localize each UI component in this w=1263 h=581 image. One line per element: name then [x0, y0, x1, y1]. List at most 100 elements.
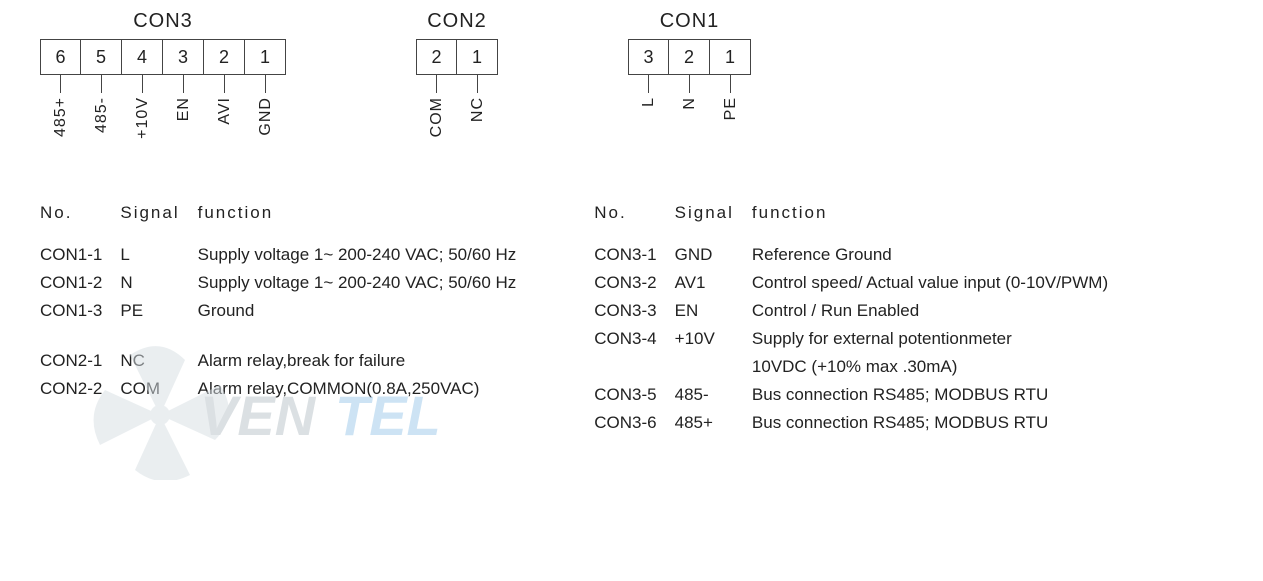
table-row: CON3-3 EN Control / Run Enabled — [594, 297, 1126, 325]
cell-fn: 10VDC (+10% max .30mA) — [752, 353, 1126, 381]
cell-signal: +10V — [675, 325, 752, 353]
con1-title: CON1 — [660, 10, 720, 33]
cell-no: CON1-3 — [40, 297, 120, 325]
table-row: CON1-2 N Supply voltage 1~ 200-240 VAC; … — [40, 269, 534, 297]
cell-no: CON2-1 — [40, 325, 120, 375]
cell-fn: Supply voltage 1~ 200-240 VAC; 50/60 Hz — [198, 269, 535, 297]
con3-pin-4: 4 — [122, 39, 163, 75]
cell-no: CON3-2 — [594, 269, 674, 297]
con1-label-3: L — [640, 97, 658, 107]
con3-label-6: 485+ — [52, 97, 70, 137]
con3-pin-6: 6 — [40, 39, 81, 75]
cell-signal: COM — [120, 375, 197, 403]
hdr-fn: function — [198, 199, 535, 241]
hdr-signal: Signal — [675, 199, 752, 241]
con1-pin-2: 2 — [669, 39, 710, 75]
con3-stub-row: 485+ 485- +10V EN AVI GND — [40, 75, 286, 139]
con3-label-4: +10V — [134, 97, 152, 139]
hdr-no: No. — [40, 199, 120, 241]
cell-no: CON3-1 — [594, 241, 674, 269]
cell-no: CON3-4 — [594, 325, 674, 353]
cell-fn: Supply voltage 1~ 200-240 VAC; 50/60 Hz — [198, 241, 535, 269]
cell-fn: Ground — [198, 297, 535, 325]
con3-stub-6: 485+ — [40, 75, 81, 139]
left-table: No. Signal function CON1-1 L Supply volt… — [40, 199, 534, 403]
connector-con3: CON3 6 5 4 3 2 1 485+ 485- +10V EN AVI G… — [40, 10, 286, 139]
cell-signal: 485- — [675, 381, 752, 409]
cell-signal: NC — [120, 325, 197, 375]
table-row: CON1-3 PE Ground — [40, 297, 534, 325]
cell-signal: 485+ — [675, 409, 752, 437]
con3-pin-1: 1 — [245, 39, 286, 75]
cell-no: CON1-2 — [40, 269, 120, 297]
con3-stub-1: GND — [245, 75, 286, 139]
con3-stub-3: EN — [163, 75, 204, 139]
cell-signal: EN — [675, 297, 752, 325]
con1-stub-3: L — [628, 75, 669, 120]
con3-stub-4: +10V — [122, 75, 163, 139]
cell-fn: Bus connection RS485; MODBUS RTU — [752, 409, 1126, 437]
con3-label-3: EN — [175, 97, 193, 121]
table-header-row: No. Signal function — [40, 199, 534, 241]
con3-pin-3: 3 — [163, 39, 204, 75]
cell-signal: L — [120, 241, 197, 269]
con2-pin-2: 2 — [416, 39, 457, 75]
con1-stub-1: PE — [710, 75, 751, 120]
cell-no: CON3-6 — [594, 409, 674, 437]
con1-stub-row: L N PE — [628, 75, 751, 120]
cell-no: CON3-3 — [594, 297, 674, 325]
con2-pin-1: 1 — [457, 39, 498, 75]
hdr-fn: function — [752, 199, 1126, 241]
con3-stub-2: AVI — [204, 75, 245, 139]
connectors-row: CON3 6 5 4 3 2 1 485+ 485- +10V EN AVI G… — [40, 10, 1223, 139]
cell-fn: Alarm relay,break for failure — [198, 325, 535, 375]
con3-pin-5: 5 — [81, 39, 122, 75]
con3-pin-row: 6 5 4 3 2 1 — [40, 39, 286, 75]
con1-pin-3: 3 — [628, 39, 669, 75]
con2-stub-row: COM NC — [416, 75, 498, 137]
table-row: CON2-1 NC Alarm relay,break for failure — [40, 325, 534, 375]
table-row: CON2-2 COM Alarm relay,COMMON(0.8A,250VA… — [40, 375, 534, 403]
table-row: 10VDC (+10% max .30mA) — [594, 353, 1126, 381]
con3-pin-2: 2 — [204, 39, 245, 75]
cell-signal — [675, 353, 752, 381]
hdr-no: No. — [594, 199, 674, 241]
con3-label-2: AVI — [216, 97, 234, 125]
con2-title: CON2 — [427, 10, 487, 33]
left-signal-table: No. Signal function CON1-1 L Supply volt… — [40, 199, 534, 437]
con2-pin-row: 2 1 — [416, 39, 498, 75]
table-row: CON3-6 485+ Bus connection RS485; MODBUS… — [594, 409, 1126, 437]
right-signal-table: No. Signal function CON3-1 GND Reference… — [594, 199, 1126, 437]
connector-con1: CON1 3 2 1 L N PE — [628, 10, 751, 139]
con3-label-5: 485- — [93, 97, 111, 133]
table-row: CON3-4 +10V Supply for external potentio… — [594, 325, 1126, 353]
hdr-signal: Signal — [120, 199, 197, 241]
con3-stub-5: 485- — [81, 75, 122, 139]
con1-stub-2: N — [669, 75, 710, 120]
cell-signal: GND — [675, 241, 752, 269]
cell-signal: N — [120, 269, 197, 297]
con2-stub-1: NC — [457, 75, 498, 137]
connector-con2: CON2 2 1 COM NC — [416, 10, 498, 139]
right-table: No. Signal function CON3-1 GND Reference… — [594, 199, 1126, 437]
con2-label-2: COM — [428, 97, 446, 137]
con1-pin-row: 3 2 1 — [628, 39, 751, 75]
table-row: CON3-1 GND Reference Ground — [594, 241, 1126, 269]
con1-pin-1: 1 — [710, 39, 751, 75]
con2-stub-2: COM — [416, 75, 457, 137]
con1-label-2: N — [681, 97, 699, 110]
cell-fn: Alarm relay,COMMON(0.8A,250VAC) — [198, 375, 535, 403]
cell-fn: Control speed/ Actual value input (0-10V… — [752, 269, 1126, 297]
cell-signal: PE — [120, 297, 197, 325]
cell-no — [594, 353, 674, 381]
table-row: CON1-1 L Supply voltage 1~ 200-240 VAC; … — [40, 241, 534, 269]
cell-signal: AV1 — [675, 269, 752, 297]
table-header-row: No. Signal function — [594, 199, 1126, 241]
cell-no: CON3-5 — [594, 381, 674, 409]
table-row: CON3-5 485- Bus connection RS485; MODBUS… — [594, 381, 1126, 409]
con2-label-1: NC — [469, 97, 487, 122]
table-row: CON3-2 AV1 Control speed/ Actual value i… — [594, 269, 1126, 297]
con3-title: CON3 — [133, 10, 193, 33]
cell-fn: Supply for external potentionmeter — [752, 325, 1126, 353]
cell-no: CON1-1 — [40, 241, 120, 269]
